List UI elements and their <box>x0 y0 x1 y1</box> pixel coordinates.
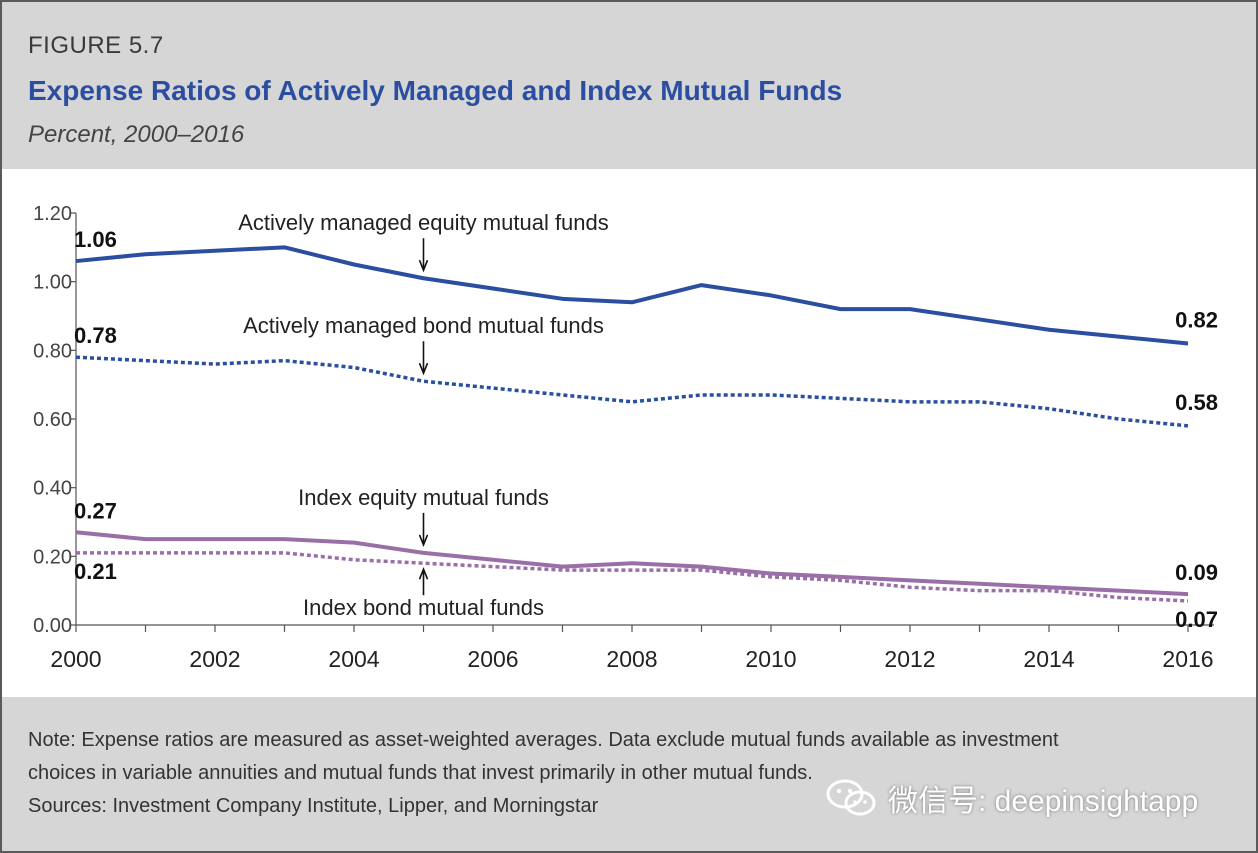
chart-axes: 0.00 0.20 0.40 0.60 0.80 1.00 1.20 2000 2002 2004… <box>33 203 1214 672</box>
start-value-label: 0.27 <box>74 498 117 523</box>
x-tick-label: 2016 <box>1162 646 1213 672</box>
footnote-line-1: Note: Expense ratios are measured as ass… <box>28 729 1059 751</box>
start-value-label: 0.21 <box>74 559 117 584</box>
sources-line: Sources: Investment Company Institute, L… <box>28 795 599 817</box>
x-tick-label: 2004 <box>328 646 379 672</box>
end-value-label: 0.09 <box>1175 560 1218 585</box>
footnote-line-2: choices in variable annuities and mutual… <box>28 762 813 784</box>
chart-labels: 1.06 0.82 0.78 0.58 0.27 0.09 0.21 0.07 Actively… <box>74 210 1218 632</box>
x-tick-label: 2012 <box>884 646 935 672</box>
start-value-label: 0.78 <box>74 323 117 348</box>
x-tick-label: 2000 <box>50 646 101 672</box>
wechat-icon <box>826 779 876 816</box>
start-value-label: 1.06 <box>74 227 117 252</box>
y-tick-label: 0.40 <box>33 478 72 500</box>
y-tick-label: 1.20 <box>33 203 72 225</box>
end-value-label: 0.07 <box>1175 607 1218 632</box>
figure-footer: Note: Expense ratios are measured as ass… <box>2 697 1256 851</box>
y-tick-label: 0.20 <box>33 546 72 568</box>
watermark: 微信号: deepinsightapp <box>824 776 1198 820</box>
chart-subtitle: Percent, 2000–2016 <box>28 121 245 148</box>
annotation-arrow-head <box>418 362 429 376</box>
x-tick-label: 2008 <box>606 646 657 672</box>
series-annotation: Index bond mutual funds <box>303 595 544 620</box>
series-annotation: Actively managed equity mutual funds <box>238 210 609 235</box>
annotation-arrow-head <box>418 534 429 548</box>
y-tick-label: 0.00 <box>33 615 72 637</box>
x-tick-label: 2006 <box>467 646 518 672</box>
y-tick-label: 1.00 <box>33 272 72 294</box>
figure-label: FIGURE 5.7 <box>28 32 164 59</box>
chart-title: Expense Ratios of Actively Managed and I… <box>28 75 843 106</box>
line-chart: 0.00 0.20 0.40 0.60 0.80 1.00 1.20 2000 2002 2004… <box>33 203 1218 672</box>
end-value-label: 0.58 <box>1175 390 1218 415</box>
figure-header: FIGURE 5.7 Expense Ratios of Actively Ma… <box>2 2 1256 169</box>
watermark-text: 微信号: deepinsightapp <box>888 785 1199 818</box>
series-line-3 <box>75 530 1189 597</box>
y-tick-label: 0.80 <box>33 340 72 362</box>
series-annotation: Index equity mutual funds <box>298 485 549 510</box>
x-tick-label: 2010 <box>745 646 796 672</box>
series-line-1 <box>75 245 1189 346</box>
x-tick-label: 2014 <box>1023 646 1074 672</box>
series-annotation: Actively managed bond mutual funds <box>243 313 604 338</box>
annotation-arrow-head <box>418 259 429 273</box>
chart-series <box>75 245 1189 603</box>
series-line-4 <box>76 551 1189 603</box>
series-line-2 <box>75 355 1189 428</box>
end-value-label: 0.82 <box>1175 307 1218 332</box>
y-tick-label: 0.60 <box>33 409 72 431</box>
x-tick-label: 2002 <box>189 646 240 672</box>
annotation-arrow-head <box>418 567 429 580</box>
